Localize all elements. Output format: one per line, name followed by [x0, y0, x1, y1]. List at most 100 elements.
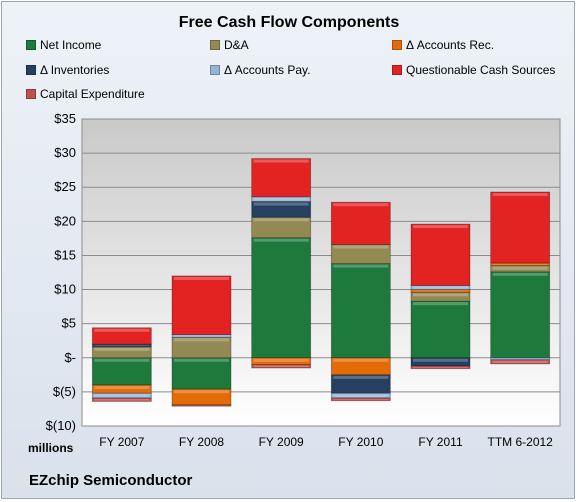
legend-label: Δ Accounts Pay. [224, 63, 311, 77]
x-tick-label: FY 2007 [99, 435, 144, 449]
bar-segment [251, 237, 312, 359]
bar-highlight [174, 335, 229, 337]
legend-item: Δ Accounts Rec. [392, 38, 494, 52]
bar-highlight [174, 338, 229, 342]
legend-swatch [26, 40, 36, 50]
legend-swatch [392, 40, 402, 50]
legend-swatch [210, 40, 220, 50]
bar-segment [410, 291, 471, 302]
y-tick-label: $5 [62, 316, 76, 331]
legend-label: Δ Inventories [40, 63, 110, 77]
legend-item: Capital Expenditure [26, 87, 145, 101]
company-name: EZchip Semiconductor [29, 472, 193, 489]
bar-highlight [94, 394, 150, 398]
bar-highlight [492, 263, 548, 265]
bar-highlight [94, 347, 150, 351]
bar-highlight [492, 192, 548, 196]
legend-item: Δ Inventories [26, 63, 109, 77]
bar-highlight [333, 203, 389, 207]
legend-item: Δ Accounts Pay. [210, 63, 311, 77]
bar-highlight [253, 218, 309, 222]
y-tick-label: $- [64, 350, 76, 365]
bar-highlight [174, 276, 229, 280]
legend-label: Δ Accounts Rec. [406, 38, 495, 52]
legend-item: D&A [210, 38, 249, 52]
y-tick-label: $15 [54, 247, 76, 262]
bar-segment [91, 392, 152, 399]
bar-highlight [413, 358, 468, 362]
y-tick-label: $(10) [46, 418, 76, 433]
bar-segment [91, 397, 152, 402]
y-tick-label: $20 [54, 213, 76, 228]
bar-segment [490, 191, 551, 264]
bar-highlight [253, 365, 309, 368]
bar-highlight [333, 264, 389, 268]
legend-label: Net Income [40, 38, 102, 52]
bar-highlight [94, 358, 150, 362]
legend-item: Questionable Cash Sources [392, 63, 555, 77]
bar-highlight [253, 197, 309, 201]
y-tick-label: $30 [54, 145, 76, 160]
bar-highlight [333, 245, 389, 249]
bar-segment [330, 263, 391, 359]
bar-highlight [333, 399, 389, 400]
y-tick-label: $25 [54, 179, 76, 194]
legend-swatch [392, 65, 402, 75]
x-tick-label: FY 2008 [179, 435, 224, 449]
bar-highlight [94, 386, 150, 390]
bar-highlight [413, 366, 468, 368]
bar-segment [330, 392, 391, 399]
x-tick-label: FY 2010 [338, 435, 383, 449]
legend-swatch [26, 89, 36, 99]
bar-highlight [174, 358, 229, 362]
bar-highlight [413, 293, 468, 297]
bar-segment [330, 397, 391, 402]
bar-segment [171, 275, 232, 335]
bar-highlight [413, 290, 468, 292]
bar-highlight [492, 272, 548, 276]
bar-highlight [413, 286, 468, 289]
legend-swatch [210, 65, 220, 75]
y-tick-label: $10 [54, 282, 76, 297]
x-tick-label: FY 2009 [259, 435, 304, 449]
bar-highlight [492, 266, 548, 270]
legend-label: Capital Expenditure [40, 87, 145, 101]
legend-swatch [26, 65, 36, 75]
chart-title: Free Cash Flow Components [178, 14, 400, 31]
bar-segment [251, 158, 312, 198]
bar-highlight [253, 202, 309, 206]
bar-highlight [94, 328, 150, 332]
bar-highlight [492, 360, 548, 363]
bar-highlight [174, 390, 229, 394]
bar-segment [490, 271, 551, 359]
bar-segment [251, 364, 312, 369]
bar-segment [490, 359, 551, 365]
bar-highlight [413, 302, 468, 306]
bar-segment [91, 357, 152, 386]
bar-highlight [333, 394, 389, 398]
legend-item: Net Income [26, 38, 101, 52]
bar-segment [410, 300, 471, 359]
y-axis-label: millions [28, 441, 74, 455]
bar-segment [330, 201, 391, 245]
bar-segment [410, 365, 471, 370]
bar-highlight [333, 358, 389, 362]
bar-highlight [94, 399, 150, 401]
y-tick-label: $(5) [53, 384, 76, 399]
bar-segment [171, 404, 232, 407]
bar-highlight [253, 159, 309, 163]
x-tick-label: TTM 6-2012 [487, 435, 553, 449]
y-tick-label: $35 [54, 111, 76, 126]
bar-highlight [413, 225, 468, 229]
bar-segment [330, 357, 391, 376]
legend-label: Questionable Cash Sources [406, 63, 556, 77]
bar-segment [171, 357, 232, 390]
x-tick-label: FY 2011 [418, 435, 463, 449]
bar-segment [91, 327, 152, 345]
plot-area [81, 118, 561, 427]
legend-label: D&A [224, 38, 249, 52]
bar-highlight [333, 375, 389, 379]
bar-highlight [94, 345, 150, 346]
bar-highlight [253, 358, 309, 362]
